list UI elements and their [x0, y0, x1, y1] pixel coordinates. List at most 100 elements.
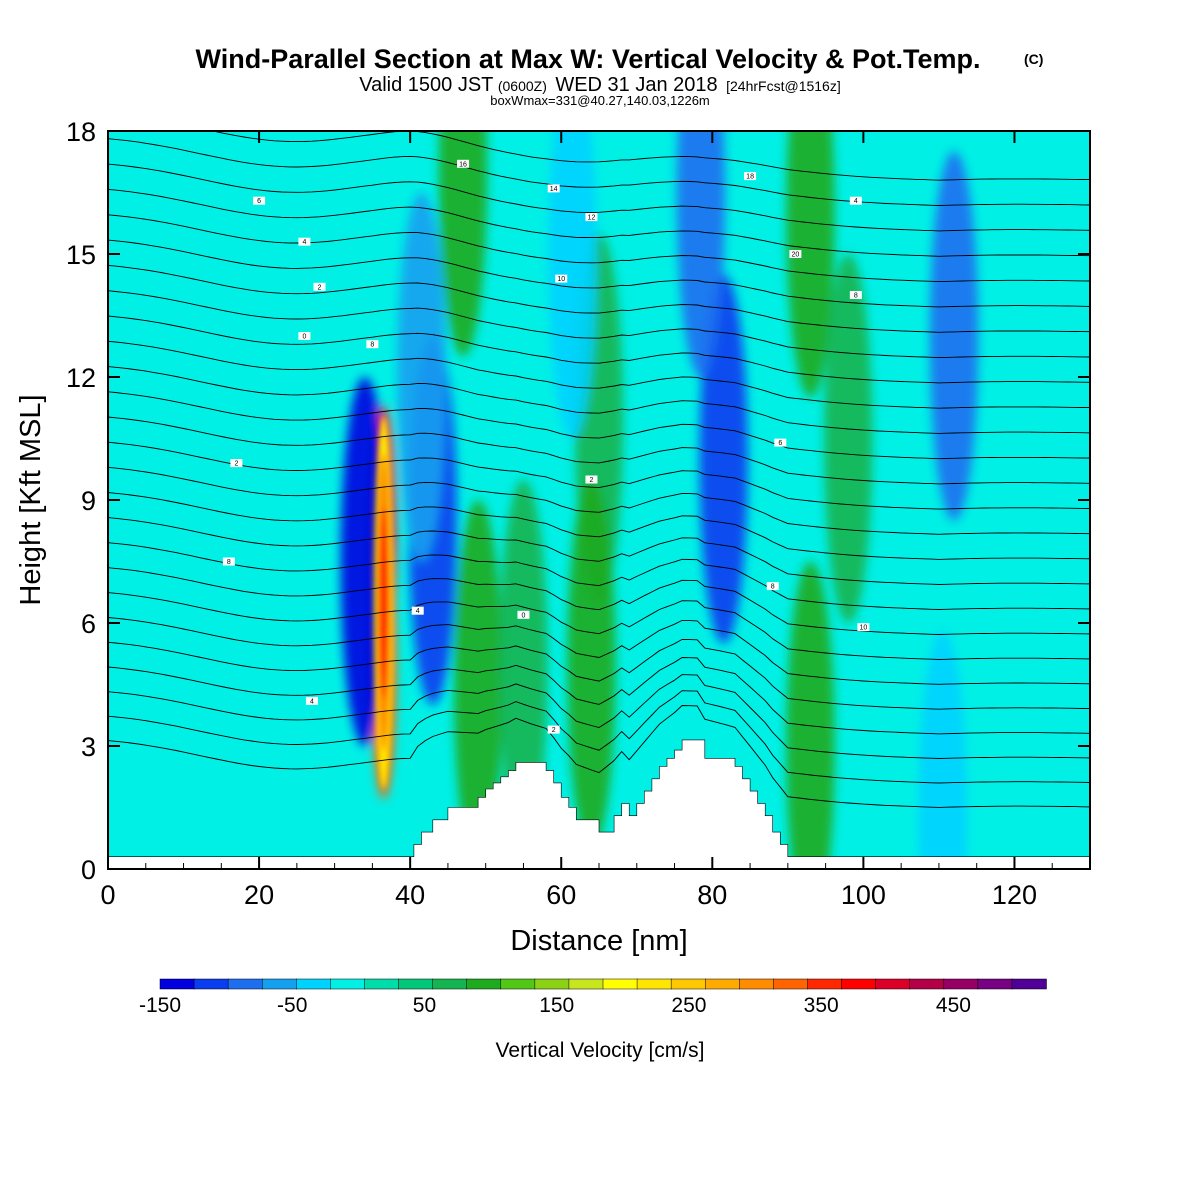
colorbar-swatch-8	[432, 978, 468, 990]
y-tick-label-18: 18	[66, 117, 96, 147]
isentrope-line-7	[108, 567, 1090, 635]
colorbar-swatch-19	[807, 978, 843, 990]
isentrope-label-18: 2	[547, 725, 560, 734]
x-tick-label-40: 40	[395, 880, 425, 910]
isentrope-line-12	[108, 441, 1090, 510]
isentrope-label-5: 4	[298, 237, 311, 246]
svg-text:4: 4	[310, 698, 314, 705]
svg-text:6: 6	[778, 440, 782, 447]
updraft-core-9	[824, 254, 873, 623]
updraft-core-level-2	[379, 506, 388, 699]
colorbar-swatch-1	[193, 978, 229, 990]
isentrope-line-18	[108, 290, 1090, 359]
colorbar-swatch-12	[568, 978, 604, 990]
y-axis-label: Height [Kft MSL]	[15, 394, 47, 605]
isentrope-line-0	[108, 705, 1090, 808]
isentrope-label-8: 10	[555, 274, 568, 283]
isentrope-line-10	[108, 492, 1090, 560]
isentrope-line-24	[108, 138, 1090, 206]
x-tick-label-60: 60	[546, 880, 576, 910]
isentrope-line-1	[108, 690, 1090, 784]
isentrope-line-23	[108, 163, 1090, 232]
svg-text:12: 12	[588, 215, 596, 222]
isentrope-label-13: 20	[789, 250, 802, 259]
colorbar-swatch-22	[909, 978, 945, 990]
downdraft-core-7	[918, 631, 967, 869]
colorbar-swatch-4	[296, 978, 332, 990]
x-tick-label-20: 20	[244, 880, 274, 910]
isentrope-label-4: 2	[313, 282, 326, 291]
svg-text:0: 0	[522, 612, 526, 619]
valid-date: WED 31 Jan 2018	[555, 74, 717, 96]
svg-text:4: 4	[854, 198, 858, 205]
updraft-core-3	[453, 500, 503, 869]
chart-title: Wind-Parallel Section at Max W: Vertical…	[196, 44, 981, 74]
svg-text:4: 4	[416, 608, 420, 615]
svg-text:8: 8	[854, 293, 858, 300]
x-tick-label-80: 80	[697, 880, 727, 910]
updraft-core-7	[786, 131, 835, 398]
updraft-core-6	[567, 479, 616, 849]
isentrope-label-3: 0	[298, 332, 311, 341]
isentrope-line-16	[108, 340, 1090, 409]
y-tick-label-9: 9	[81, 486, 96, 516]
isentrope-label-19: 4	[411, 606, 424, 615]
updraft-core-2	[438, 131, 488, 357]
isentrope-line-3	[108, 657, 1090, 735]
colorbar-swatch-2	[227, 978, 263, 990]
isentrope-line-4	[108, 638, 1090, 710]
x-axis-label: Distance [nm]	[510, 925, 687, 957]
svg-text:10: 10	[859, 625, 867, 632]
colorbar-swatch-15	[670, 978, 706, 990]
svg-text:10: 10	[557, 276, 565, 283]
isentrope-label-9: 12	[585, 213, 598, 222]
isentrope-line-8	[108, 542, 1090, 610]
y-tick-label-15: 15	[66, 240, 96, 270]
downdraft-core-5	[397, 192, 446, 562]
valid-prefix: Valid 1500 JST	[359, 74, 493, 96]
isentrope-label-2: 2	[230, 459, 243, 468]
forecast-tag: [24hrFcst@1516z]	[726, 78, 841, 94]
svg-text:6: 6	[257, 198, 261, 205]
valid-time-line: Valid 1500 JST (0600Z) WED 31 Jan 2018 […	[359, 74, 840, 96]
isentrope-line-2	[108, 674, 1090, 759]
svg-text:2: 2	[318, 284, 322, 291]
colorbar-swatch-10	[500, 978, 536, 990]
isentrope-label-17: 0	[517, 610, 530, 619]
downdraft-core-3	[929, 151, 979, 521]
plot-area: 84202468101214161820842024681012	[108, 131, 1090, 869]
colorbar-tick-50: 50	[413, 994, 436, 1017]
isentrope-label-12: 18	[744, 172, 757, 181]
colorbar-tick-150: 150	[539, 994, 574, 1017]
colorbar-tick-350: 350	[804, 994, 839, 1017]
isentrope-line-9	[108, 517, 1090, 585]
x-tick-label-120: 120	[992, 880, 1037, 910]
colorbar: -150 -50 50 150 250 350 450	[139, 978, 1047, 1017]
isentrope-label-7: 8	[366, 340, 379, 349]
colorbar-tick--50: -50	[277, 994, 307, 1017]
velocity-field	[340, 131, 979, 869]
colorbar-swatch-5	[330, 978, 366, 990]
x-tick-label-100: 100	[841, 880, 886, 910]
svg-text:2: 2	[589, 477, 593, 484]
colorbar-swatch-0	[159, 978, 195, 990]
y-tick-label-12: 12	[66, 363, 96, 393]
isentrope-line-25	[210, 131, 1090, 181]
colorbar-swatch-25	[1011, 978, 1047, 990]
terrain	[108, 739, 1090, 869]
y-tick-label-6: 6	[81, 609, 96, 639]
isentrope-line-17	[108, 315, 1090, 384]
y-tick-label-0: 0	[81, 855, 96, 885]
isentrope-label-6: 6	[253, 196, 266, 205]
colorbar-swatch-24	[977, 978, 1013, 990]
box-wmax: boxWmax=331@40.27,140.03,1226m	[490, 93, 710, 108]
isentrope-label-10: 14	[547, 184, 560, 193]
svg-text:20: 20	[792, 252, 800, 259]
svg-text:4: 4	[302, 239, 306, 246]
colorbar-tick-450: 450	[936, 994, 971, 1017]
y-tick-label-3: 3	[81, 732, 96, 762]
svg-text:8: 8	[771, 584, 775, 591]
isentrope-label-22: 10	[857, 623, 870, 632]
isentrope-label-20: 6	[774, 438, 787, 447]
